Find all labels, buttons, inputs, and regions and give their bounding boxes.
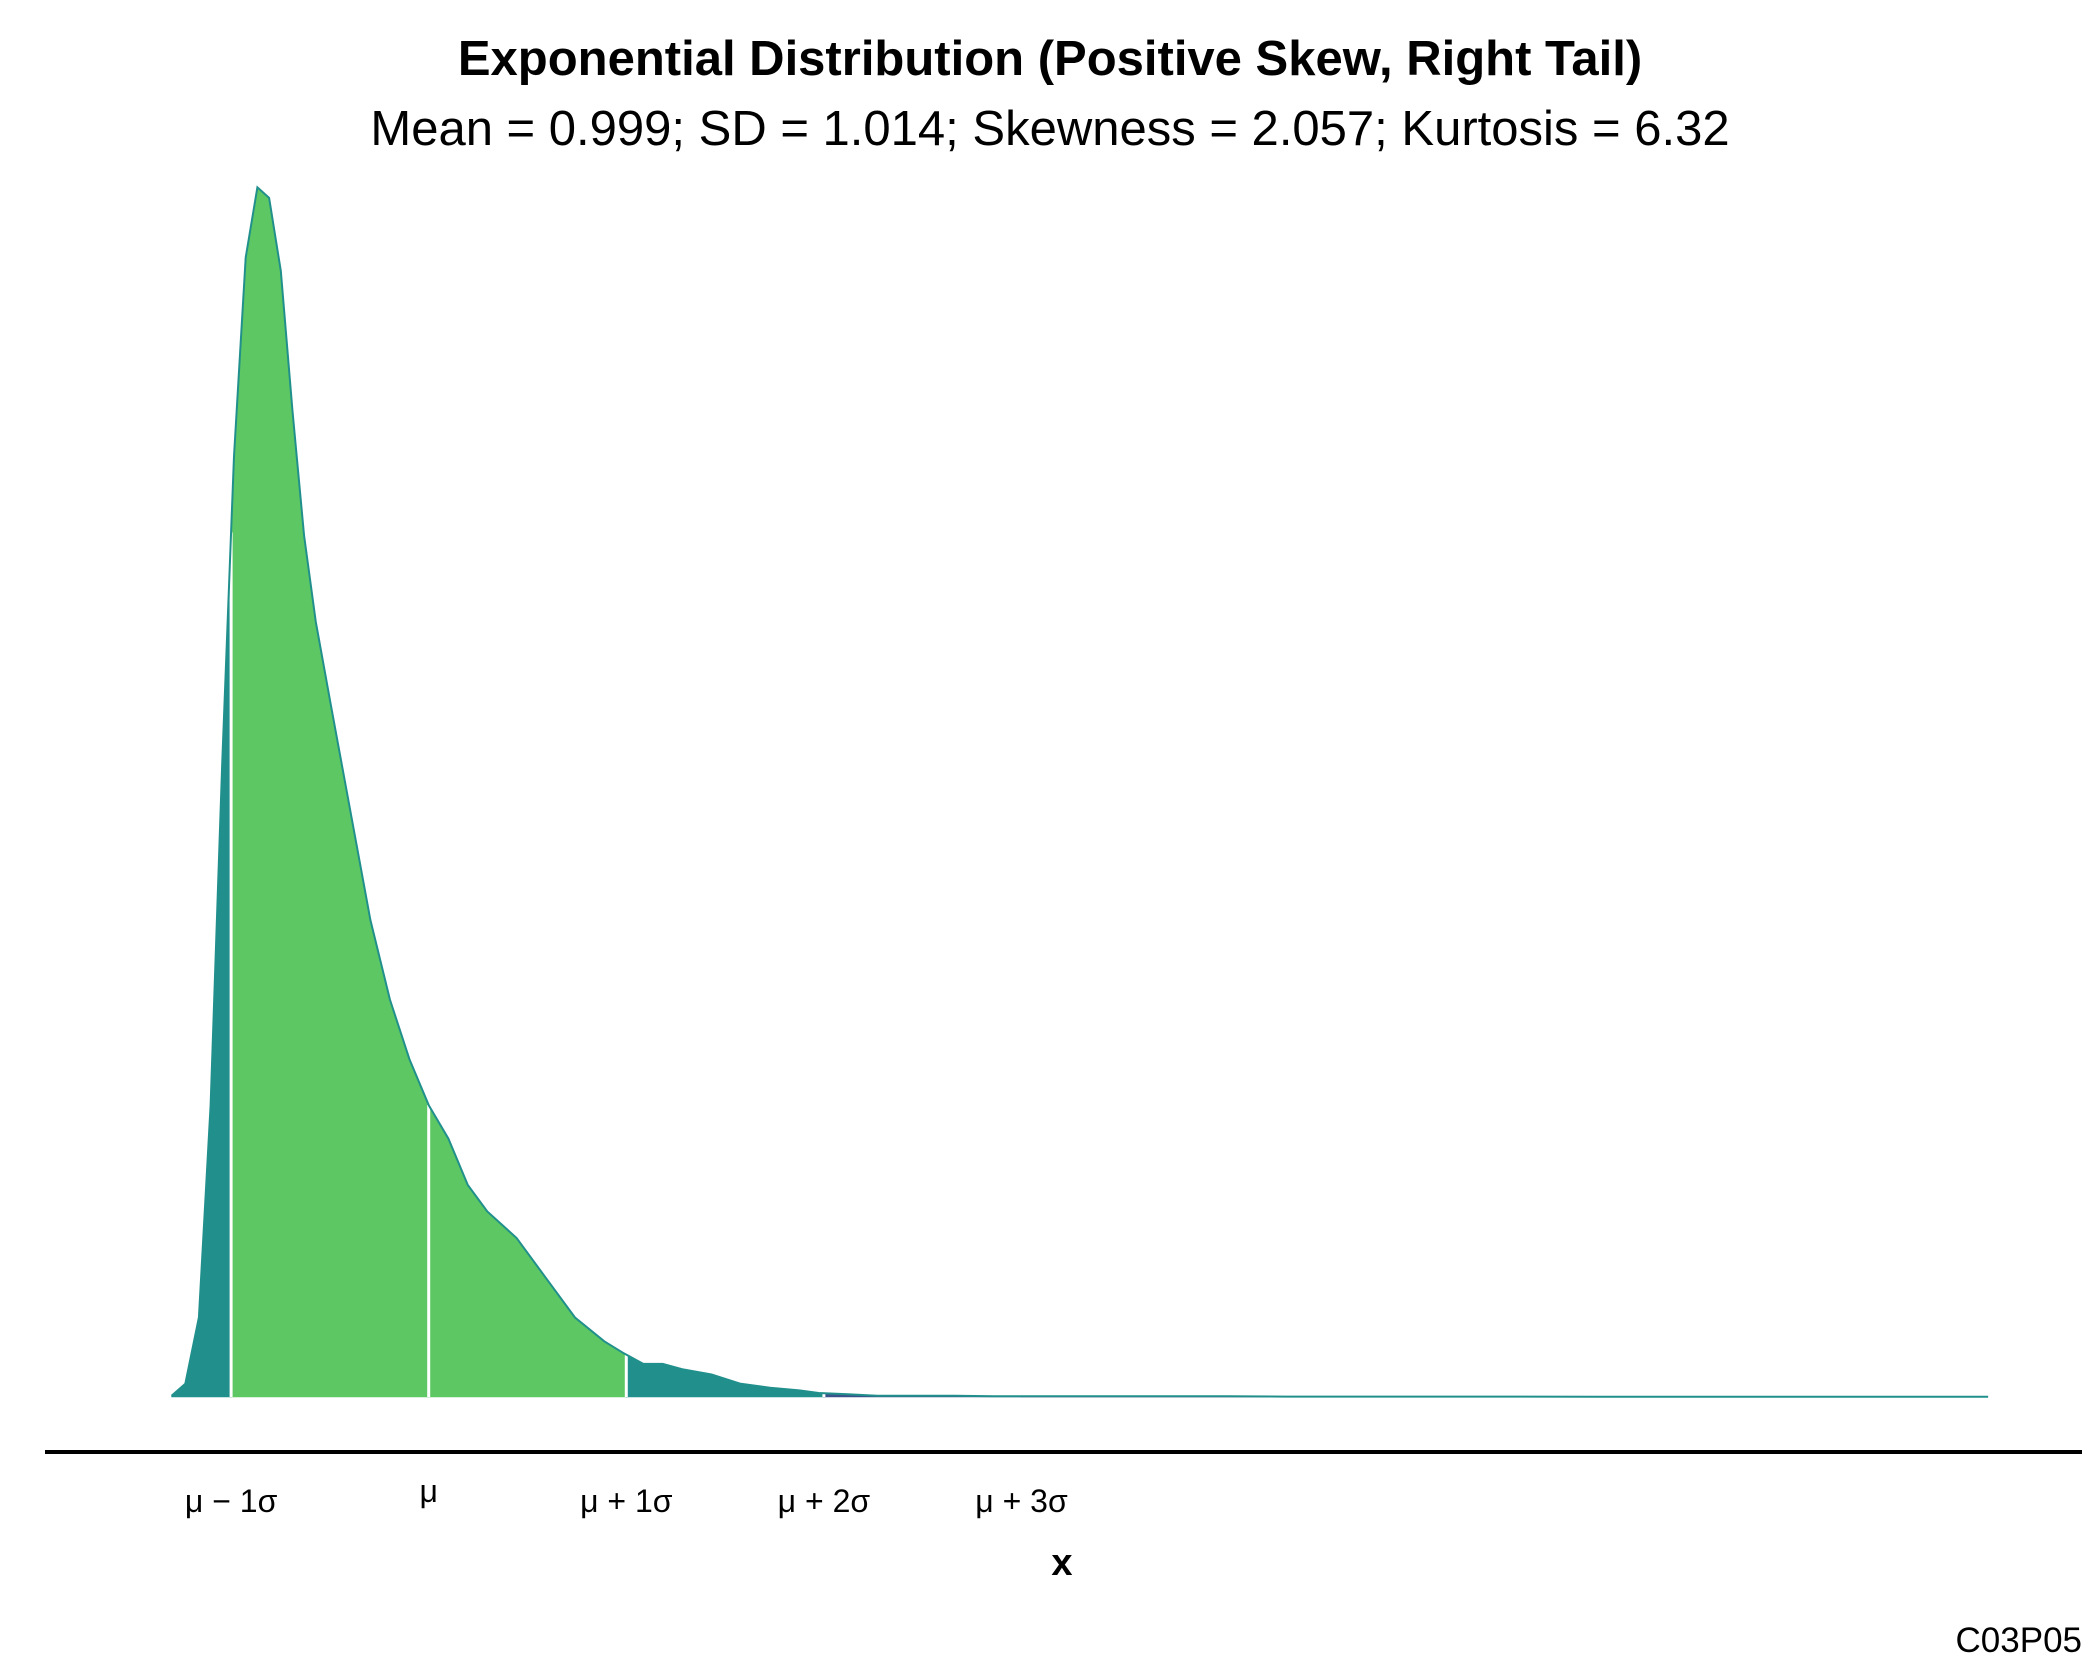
x-axis-label: x [1051, 1542, 1072, 1584]
x-tick-labels: μ − 1σ μ μ + 1σ μ + 2σ μ + 3σ [185, 1473, 1068, 1519]
x-tick-label-0: μ − 1σ [185, 1483, 278, 1519]
x-tick-label-3: μ + 2σ [778, 1483, 871, 1519]
x-tick-label-1: μ [419, 1473, 437, 1509]
density-band-1 [230, 186, 429, 1398]
chart-title: Exponential Distribution (Positive Skew,… [458, 32, 1642, 86]
density-bands [171, 186, 1989, 1398]
chart-subtitle: Mean = 0.999; SD = 1.014; Skewness = 2.0… [370, 102, 1729, 156]
density-outline [170, 185, 1988, 1398]
density-band-2 [428, 1104, 627, 1398]
plot-caption: C03P05 [1956, 1621, 2082, 1660]
x-tick-label-2: μ + 1σ [580, 1483, 673, 1519]
x-tick-label-4: μ + 3σ [975, 1483, 1068, 1519]
